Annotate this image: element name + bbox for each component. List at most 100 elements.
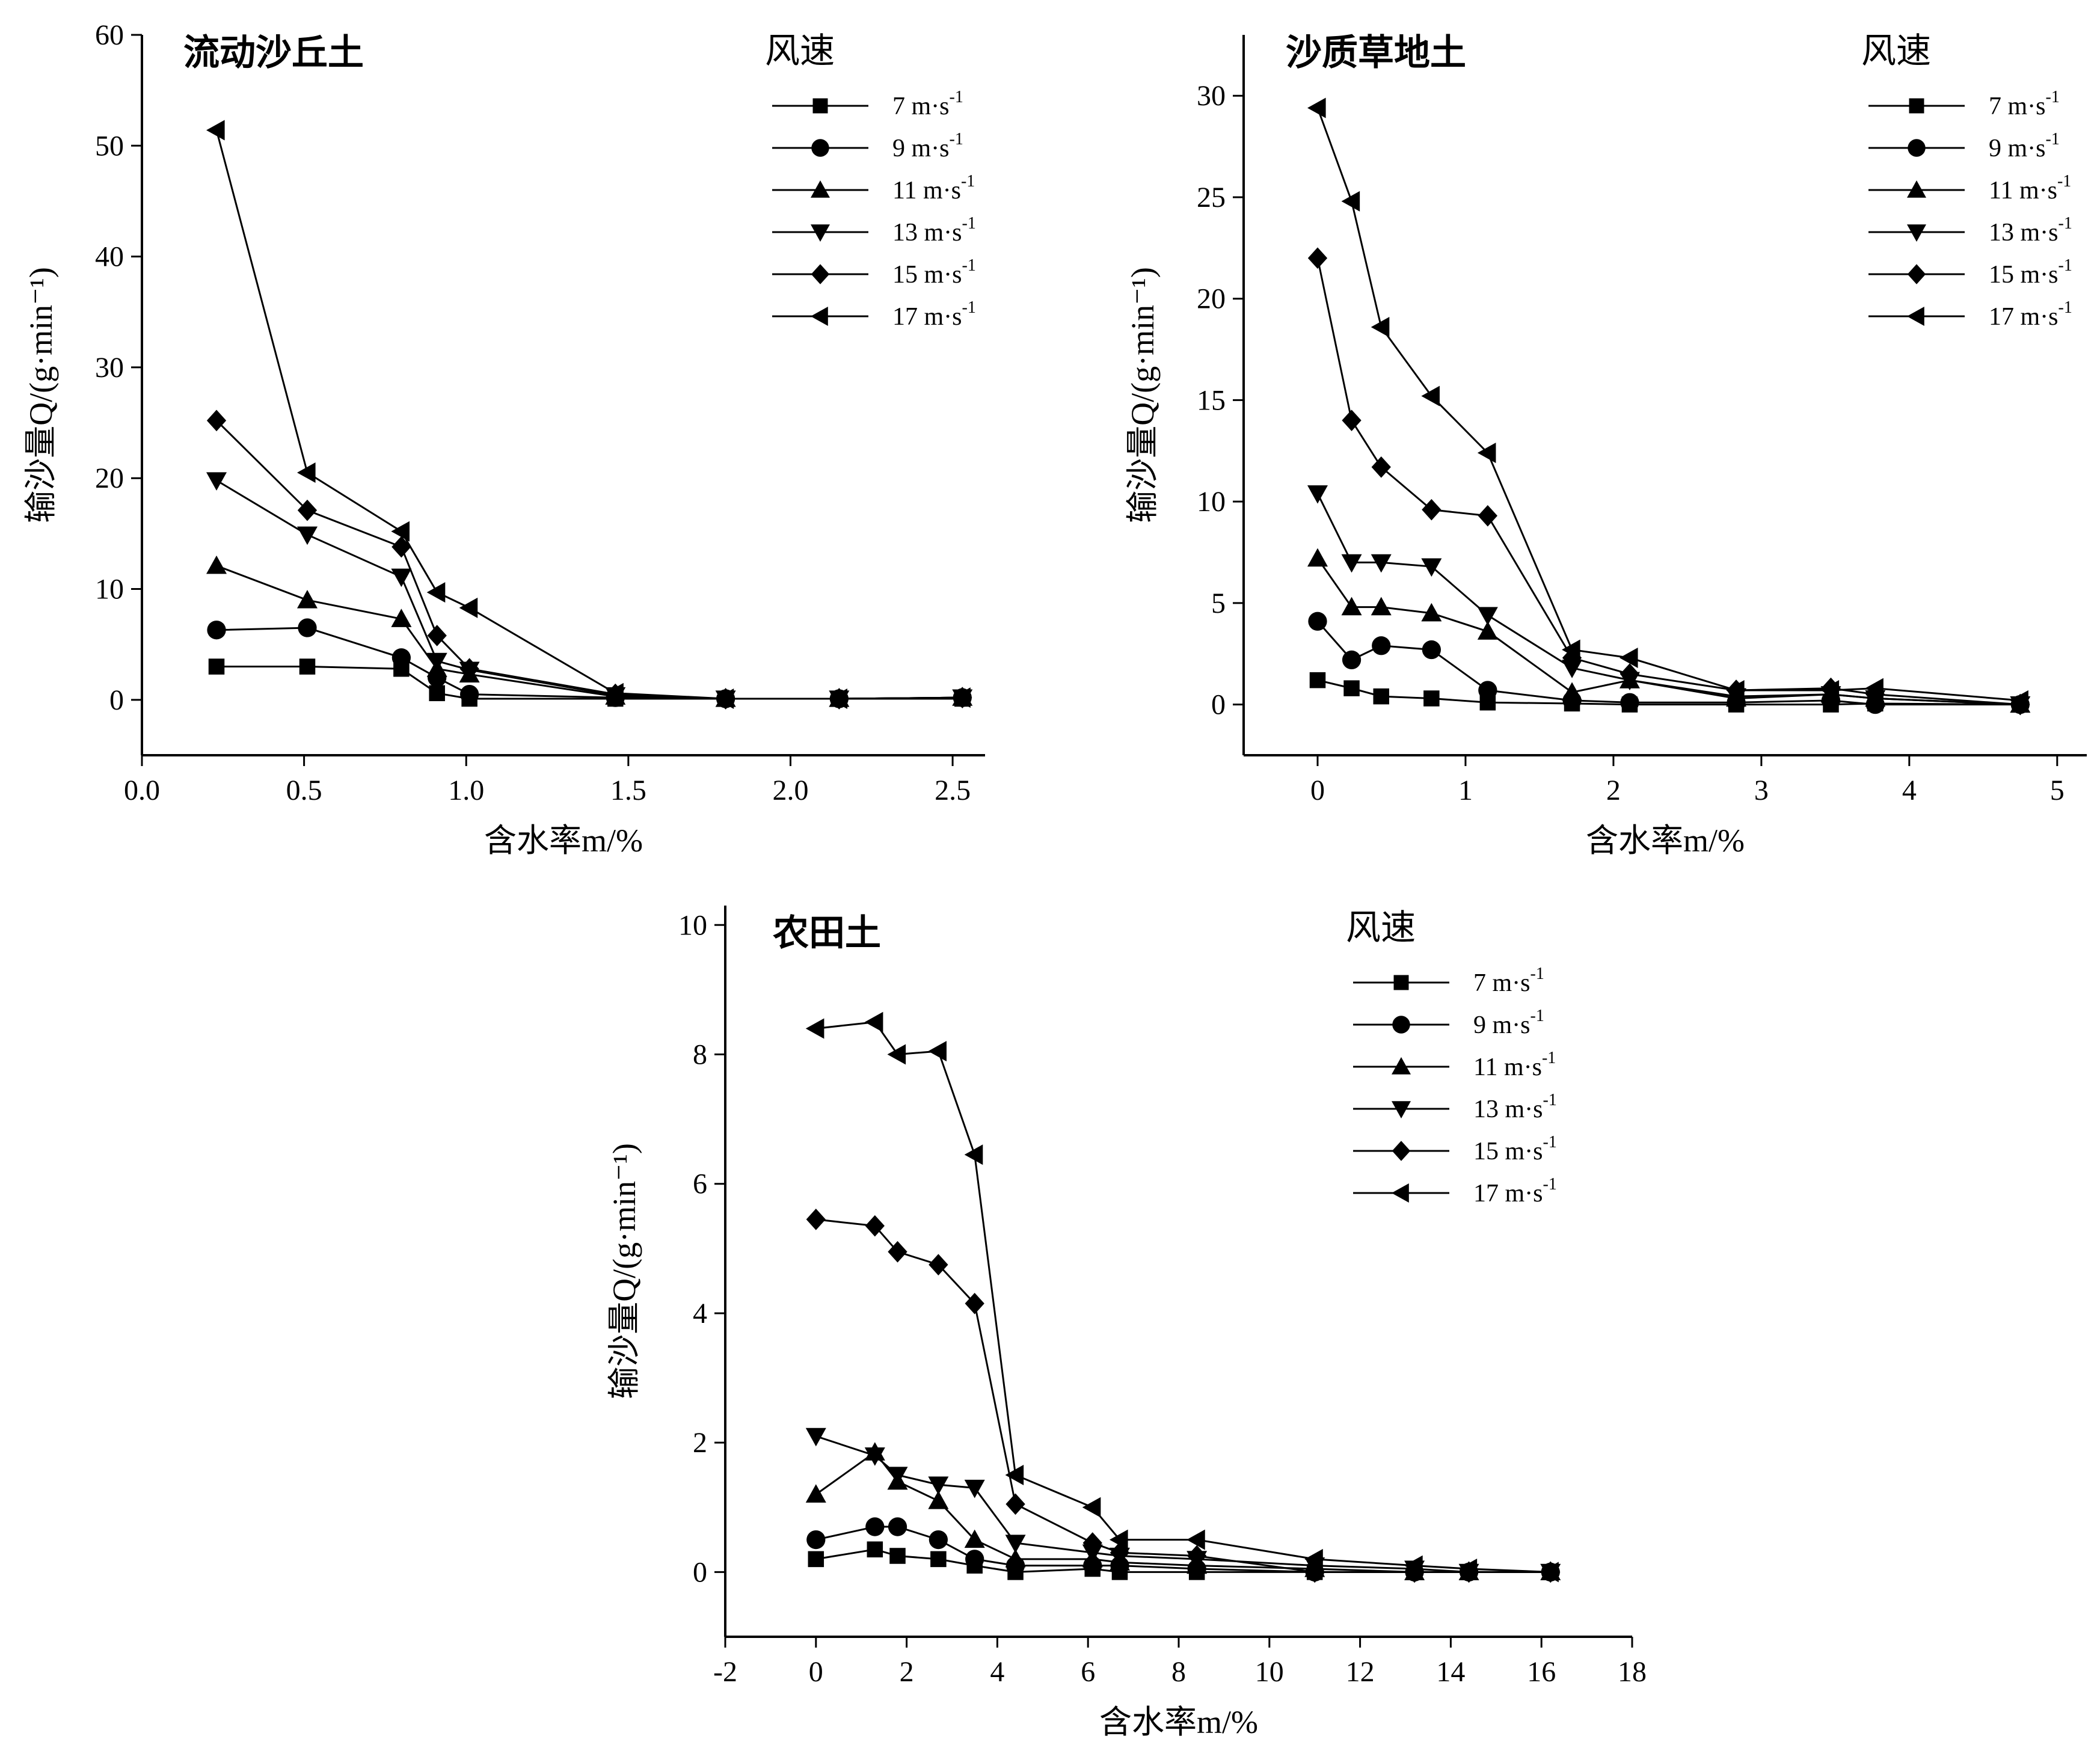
legend-marker-triangle-left — [1392, 1183, 1409, 1203]
data-point-circle — [806, 1530, 826, 1550]
data-point-triangle-left — [1421, 385, 1440, 406]
data-point-triangle-up — [805, 1484, 826, 1503]
x-tick-label: 4 — [990, 1656, 1004, 1688]
chart-panel-shifting-dune-soil: 0.0 0.5 1.0 1.5 2.0 2.5 0 10 20 30 40 50 60 含水率m/% 输沙量… — [23, 19, 985, 859]
data-point-triangle-left — [1005, 1464, 1024, 1485]
legend-label: 7 m·s-1 — [1989, 88, 2060, 120]
legend-label-superscript: -1 — [962, 214, 976, 233]
series-line — [216, 627, 963, 700]
data-point-triangle-left — [1109, 1529, 1128, 1550]
data-point-triangle-left — [1307, 97, 1326, 118]
data-point-diamond — [427, 625, 447, 646]
data-point-triangle-down — [805, 1428, 826, 1447]
data-point-triangle-left — [1458, 1559, 1478, 1580]
data-point-triangle-left — [391, 521, 410, 542]
data-point-square — [930, 1551, 947, 1568]
series-line — [215, 420, 963, 700]
y-tick-label: 8 — [693, 1039, 707, 1071]
legend-label-superscript: -1 — [962, 298, 976, 317]
x-tick-label: 1.0 — [448, 774, 484, 806]
data-point-triangle-left — [2010, 690, 2028, 711]
data-point-diamond — [1422, 498, 1441, 521]
legend-marker-square — [1393, 975, 1409, 990]
y-tick-label: 20 — [1197, 283, 1226, 315]
legend-marker-triangle-down — [811, 224, 830, 242]
data-point-triangle-left — [928, 1041, 947, 1062]
data-point-triangle-down — [297, 526, 318, 545]
y-tick-label: 0 — [109, 684, 124, 716]
legend-label-superscript: -1 — [2046, 130, 2060, 149]
data-point-circle — [929, 1530, 948, 1550]
data-point-square — [867, 1541, 883, 1557]
data-point-square — [429, 685, 445, 702]
legend-label: 11 m·s-1 — [1473, 1049, 1556, 1081]
data-point-triangle-up — [1307, 548, 1328, 567]
x-tick-label: 1 — [1458, 774, 1473, 806]
legend-label-superscript: -1 — [2046, 88, 2060, 106]
data-point-circle — [391, 648, 411, 667]
legend-label: 7 m·s-1 — [1473, 965, 1544, 997]
data-point-circle — [1422, 640, 1441, 660]
legend-marker-circle — [1908, 139, 1926, 157]
legend-marker-diamond — [1392, 1141, 1411, 1161]
x-axis-title: 含水率m/% — [484, 823, 643, 859]
x-axis-title: 含水率m/% — [1099, 1704, 1258, 1740]
y-axis-title: 输沙量Q/(g·min⁻¹) — [1125, 267, 1161, 523]
legend-label-superscript: -1 — [1530, 965, 1544, 983]
series-triangle-down — [206, 472, 973, 710]
data-point-circle — [1308, 612, 1327, 631]
legend-label-superscript: -1 — [2057, 172, 2071, 191]
data-point-triangle-left — [805, 1018, 824, 1039]
data-point-diamond — [206, 409, 227, 432]
legend-label: 9 m·s-1 — [1989, 130, 2060, 162]
series-line — [815, 1021, 1551, 1573]
data-point-diamond — [929, 1254, 948, 1276]
data-point-square — [808, 1551, 824, 1568]
legend-marker-triangle-down — [1392, 1101, 1411, 1118]
legend-marker-triangle-down — [1907, 224, 1926, 242]
x-tick-label: 4 — [1902, 774, 1917, 806]
series-line — [1316, 257, 2021, 706]
data-point-triangle-up — [928, 1491, 949, 1509]
x-tick-label: 3 — [1754, 774, 1769, 806]
legend-marker-triangle-up — [811, 180, 830, 198]
legend-label-superscript: -1 — [1530, 1007, 1544, 1025]
data-point-diamond — [1342, 409, 1362, 432]
legend-marker-diamond — [811, 264, 830, 284]
data-point-triangle-left — [1562, 639, 1580, 660]
legend-label: 7 m·s-1 — [892, 88, 963, 120]
legend-title: 风速 — [1346, 908, 1416, 947]
data-point-circle — [888, 1517, 907, 1536]
data-point-triangle-left — [1341, 191, 1360, 212]
legend-label-superscript: -1 — [1543, 1175, 1557, 1194]
y-tick-label: 50 — [95, 130, 124, 162]
data-point-diamond — [1307, 247, 1328, 269]
x-tick-label: 16 — [1527, 1656, 1556, 1688]
data-point-triangle-up — [1341, 597, 1362, 616]
data-point-diamond — [1305, 1561, 1325, 1583]
data-point-diamond — [1187, 1545, 1207, 1567]
series-triangle-left — [1307, 97, 2028, 711]
legend-label: 9 m·s-1 — [1473, 1007, 1544, 1039]
data-point-circle — [459, 684, 479, 704]
data-point-triangle-left — [426, 582, 446, 603]
data-point-triangle-up — [1421, 603, 1442, 622]
legend-label-superscript: -1 — [961, 172, 975, 191]
data-point-triangle-left — [1865, 678, 1884, 699]
data-point-triangle-left — [459, 597, 478, 618]
legend-marker-triangle-up — [1392, 1057, 1411, 1075]
y-tick-label: 40 — [95, 241, 124, 273]
series-triangle-up — [805, 1442, 1561, 1580]
y-tick-label: 20 — [95, 462, 124, 494]
data-point-triangle-down — [1371, 554, 1392, 573]
data-point-circle — [1478, 681, 1497, 700]
x-tick-label: 2.5 — [935, 774, 971, 806]
legend-label: 17 m·s-1 — [1989, 298, 2072, 331]
series-line — [216, 479, 963, 700]
x-tick-label: 6 — [1081, 1656, 1095, 1688]
legend-label-superscript: -1 — [950, 88, 963, 106]
data-point-triangle-up — [206, 555, 227, 574]
data-point-triangle-up — [391, 609, 412, 627]
legend-label: 11 m·s-1 — [892, 172, 975, 204]
